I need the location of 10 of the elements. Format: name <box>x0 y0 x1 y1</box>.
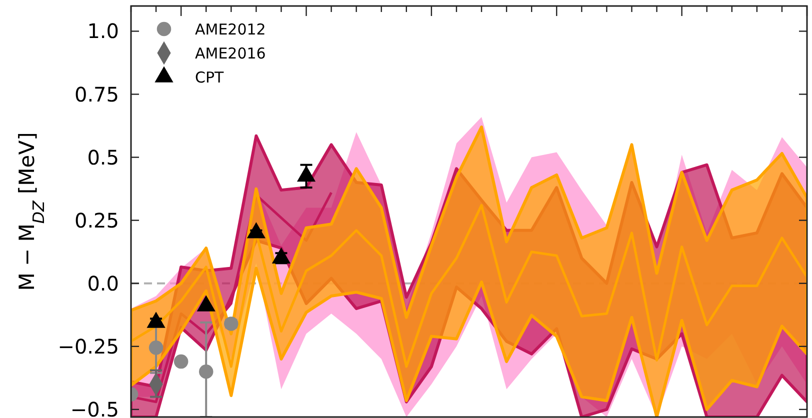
y-tick-label: 1.0 <box>87 19 119 44</box>
y-tick-label: 0.25 <box>74 208 119 232</box>
legend-label: AME2012 <box>195 20 266 38</box>
y-tick-label: 0.75 <box>74 82 119 106</box>
legend-label: AME2016 <box>195 44 266 62</box>
y-tick-label: −0.25 <box>58 334 119 358</box>
legend-label: CPT <box>195 68 225 86</box>
y-tick-label: 0.5 <box>87 145 119 170</box>
y-tick-label: 0.0 <box>87 271 119 296</box>
y-tick-label: −0.5 <box>70 397 119 418</box>
